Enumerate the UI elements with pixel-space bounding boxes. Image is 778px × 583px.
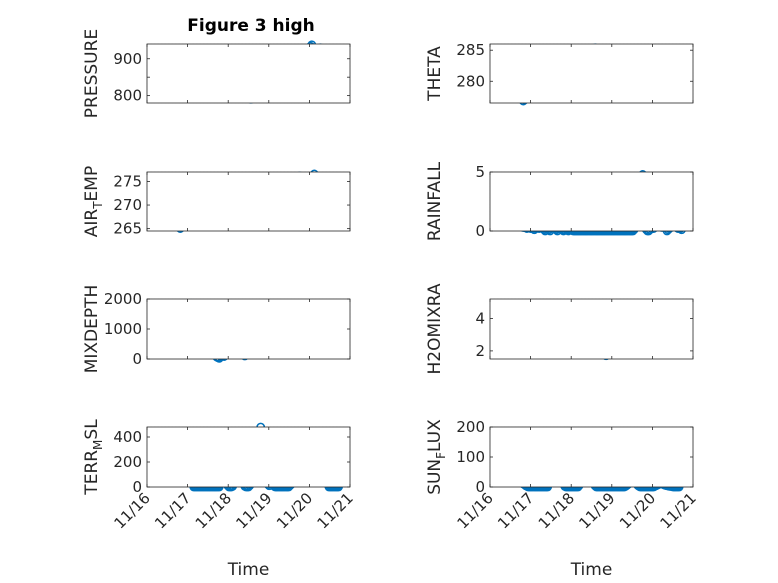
y-tick-label: 270 xyxy=(113,196,142,214)
y-tick-label: 800 xyxy=(113,87,142,105)
subplot-7: 020040011/1611/1711/1811/1911/2011/21Tim… xyxy=(82,419,357,580)
y-tick-label: 265 xyxy=(113,220,142,238)
axes-frame xyxy=(146,426,351,488)
subplot-2: 280 285 THETA xyxy=(425,41,694,106)
x-tick-label: 11/20 xyxy=(616,489,659,532)
axes-frame xyxy=(489,298,694,360)
subplot-8: 010020011/1611/1711/1811/1911/2011/21Tim… xyxy=(425,418,700,580)
y-tick-label: 285 xyxy=(456,41,485,59)
x-tick-label: 11/18 xyxy=(192,489,235,532)
y-axis-label: AIRTEMP xyxy=(82,166,105,237)
y-tick-label: 200 xyxy=(113,453,142,471)
x-tick-label: 11/21 xyxy=(657,489,700,532)
subplot-6: 2 4 H2OMIXRA xyxy=(425,283,694,375)
subplot-1: 800 900 PRESSURE xyxy=(82,29,351,118)
x-axis-label: Time xyxy=(570,560,613,580)
subplot-grid: 800 900 PRESSURE 280 285 THETA 265 270 275 AIRTEM… xyxy=(82,29,700,580)
subplot-3: 265 270 275 AIRTEMP xyxy=(82,166,351,238)
axes-frame xyxy=(146,43,351,104)
subplot-4: 0 5 RAINFALL xyxy=(425,161,694,241)
y-tick-label: 280 xyxy=(456,72,485,90)
x-axis-label: Time xyxy=(227,560,270,580)
y-tick-label: 0 xyxy=(132,350,142,368)
y-tick-label: 400 xyxy=(113,428,142,446)
y-axis-label: H2OMIXRA xyxy=(425,283,445,374)
axes-frame xyxy=(489,43,694,104)
y-axis-label: THETA xyxy=(425,46,445,102)
y-tick-label: 200 xyxy=(456,418,485,436)
y-tick-label: 2000 xyxy=(104,290,142,308)
figure-title: Figure 3 high xyxy=(187,16,315,36)
y-tick-label: 275 xyxy=(113,172,142,190)
y-axis-label: RAINFALL xyxy=(425,161,445,241)
y-axis-label: TERRMSL xyxy=(82,419,105,496)
x-tick-label: 11/20 xyxy=(273,489,316,532)
y-tick-label: 0 xyxy=(475,222,485,240)
axes-frame xyxy=(489,426,694,488)
x-tick-label: 11/21 xyxy=(314,489,357,532)
axes-frame xyxy=(146,171,351,232)
y-tick-label: 0 xyxy=(132,478,142,496)
y-tick-label: 4 xyxy=(475,309,485,327)
y-tick-label: 100 xyxy=(456,448,485,466)
y-axis-label: SUNFLUX xyxy=(425,419,448,495)
x-tick-label: 11/19 xyxy=(575,489,618,532)
axes-frame xyxy=(489,171,694,232)
y-tick-label: 5 xyxy=(475,163,485,181)
axes-frame xyxy=(146,298,351,360)
x-tick-label: 11/19 xyxy=(232,489,275,532)
y-tick-label: 2 xyxy=(475,342,485,360)
x-tick-label: 11/17 xyxy=(494,489,537,532)
y-tick-label: 0 xyxy=(475,478,485,496)
x-tick-label: 11/18 xyxy=(535,489,578,532)
y-axis-label: PRESSURE xyxy=(82,29,102,118)
y-tick-label: 900 xyxy=(113,50,142,68)
y-tick-label: 1000 xyxy=(104,320,142,338)
y-axis-label: MIXDEPTH xyxy=(82,285,102,374)
x-tick-label: 11/17 xyxy=(151,489,194,532)
